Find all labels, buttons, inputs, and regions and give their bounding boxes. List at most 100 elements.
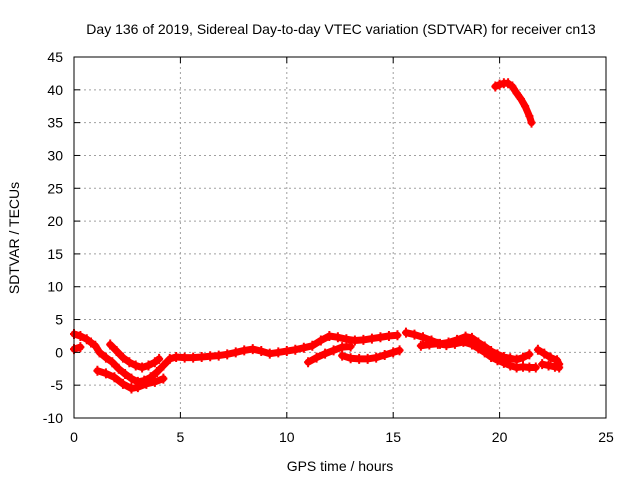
- data-point: [291, 344, 300, 355]
- data-point: [519, 352, 528, 363]
- data-point: [299, 342, 308, 353]
- data-point: [350, 335, 359, 346]
- x-axis-label: GPS time / hours: [287, 458, 394, 474]
- data-point: [376, 332, 385, 343]
- data-point: [142, 378, 151, 389]
- data-point: [504, 78, 513, 89]
- data-point: [333, 332, 342, 343]
- data-point: [329, 345, 338, 356]
- data-point: [308, 340, 317, 351]
- x-tick-label: 20: [492, 429, 508, 445]
- data-point: [114, 363, 123, 374]
- grid-lines: [74, 57, 606, 418]
- data-point: [312, 352, 321, 363]
- y-axis-label: SDTVAR / TECUs: [6, 182, 22, 294]
- data-point: [110, 372, 119, 383]
- x-tick-label: 5: [177, 429, 185, 445]
- data-point: [304, 357, 313, 368]
- data-point: [384, 330, 393, 341]
- data-point: [418, 332, 427, 343]
- x-tick-label: 10: [279, 429, 295, 445]
- data-point: [459, 336, 468, 347]
- data-point: [538, 359, 547, 370]
- x-tick-label: 0: [70, 429, 78, 445]
- data-point: [401, 327, 410, 338]
- x-tick-label: 25: [598, 429, 614, 445]
- data-point: [450, 338, 459, 349]
- axis-ticks: 0 5 10 15 20 25 -10 -5 0 5 10 15 20 25 30 35 40 45: [43, 49, 614, 445]
- data-point: [101, 352, 110, 363]
- data-point: [138, 362, 147, 373]
- data-point: [346, 353, 355, 364]
- data-point: [531, 362, 540, 373]
- y-tick-label: 40: [47, 82, 63, 98]
- data-point: [367, 333, 376, 344]
- data-point: [144, 360, 153, 371]
- data-point: [223, 349, 232, 360]
- y-tick-label: -10: [43, 410, 63, 426]
- data-point: [82, 334, 91, 345]
- data-point: [321, 348, 330, 359]
- data-point: [395, 345, 404, 356]
- data-point: [91, 340, 100, 351]
- data-point: [493, 355, 502, 366]
- data-point: [316, 335, 325, 346]
- data-point: [282, 346, 291, 357]
- data-point: [546, 352, 555, 363]
- data-point: [508, 81, 517, 92]
- y-tick-label: 20: [47, 213, 63, 229]
- data-point: [240, 345, 249, 356]
- data-point: [150, 357, 159, 368]
- plot-frame: [73, 56, 607, 419]
- data-point: [499, 357, 508, 368]
- data-point: [121, 369, 130, 380]
- data-point: [393, 330, 402, 341]
- data-point: [467, 339, 476, 350]
- data-point: [425, 339, 434, 350]
- data-point: [342, 334, 351, 345]
- data-point: [214, 350, 223, 361]
- data-point: [516, 94, 525, 105]
- data-point: [248, 344, 257, 355]
- data-point: [433, 338, 442, 349]
- data-point: [355, 353, 364, 364]
- data-point: [155, 353, 164, 364]
- data-point: [338, 350, 347, 361]
- data-point: [555, 362, 564, 373]
- data-point: [127, 373, 136, 384]
- data-point: [372, 352, 381, 363]
- data-point: [325, 330, 334, 341]
- data-point: [363, 353, 372, 364]
- data-point: [95, 347, 104, 358]
- data-point: [118, 378, 127, 389]
- x-tick-label: 15: [385, 429, 401, 445]
- y-tick-label: 15: [47, 246, 63, 262]
- data-point: [231, 347, 240, 358]
- data-point: [197, 351, 206, 362]
- data-point: [159, 373, 168, 384]
- data-point: [495, 79, 504, 90]
- data-point: [172, 351, 181, 362]
- data-point: [76, 342, 85, 353]
- data-point: [76, 330, 85, 341]
- y-tick-label: 35: [47, 115, 63, 131]
- data-point: [512, 88, 521, 99]
- data-point: [125, 357, 134, 368]
- data-point: [118, 352, 127, 363]
- data-point: [108, 357, 117, 368]
- data-point: [359, 334, 368, 345]
- data-point: [206, 351, 215, 362]
- y-tick-label: -5: [51, 377, 64, 393]
- data-point: [165, 353, 174, 364]
- data-point: [127, 383, 136, 394]
- data-point: [525, 349, 534, 360]
- data-point: [131, 360, 140, 371]
- data-point: [533, 344, 542, 355]
- data-point: [525, 111, 534, 122]
- y-tick-label: 45: [47, 49, 63, 65]
- data-point: [152, 367, 161, 378]
- data-point: [480, 347, 489, 358]
- data-point: [380, 349, 389, 360]
- y-tick-label: 5: [55, 312, 63, 328]
